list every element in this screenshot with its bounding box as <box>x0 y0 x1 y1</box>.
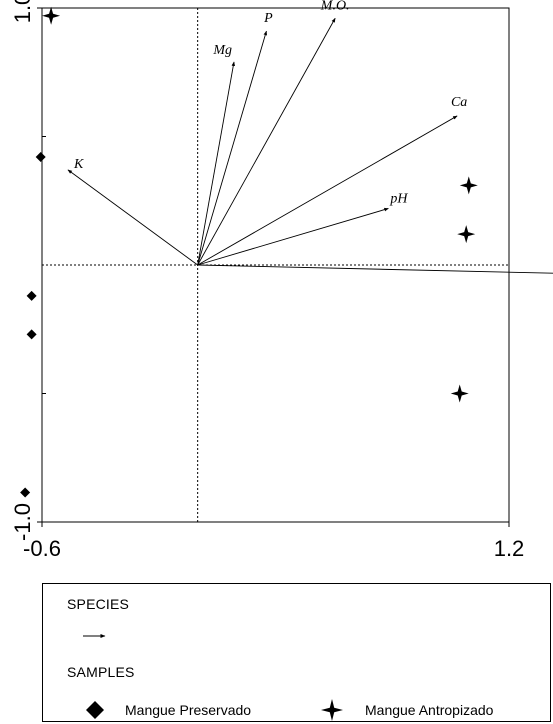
sample-point-preservado <box>26 290 37 301</box>
species-arrow-ca <box>197 115 458 266</box>
sample-point-antropizado <box>459 176 478 195</box>
species-label-ca: Ca <box>451 95 467 110</box>
x-tick-label: -0.6 <box>23 536 61 560</box>
species-label-p: P <box>263 11 273 26</box>
species-arrow-k <box>67 169 198 266</box>
sample-point-antropizado <box>450 384 469 403</box>
sample-point-antropizado <box>457 225 476 244</box>
legend-diamond-icon <box>86 701 104 719</box>
species-arrow-mg <box>197 61 236 266</box>
legend-samples-title: SAMPLES <box>67 664 135 680</box>
species-arrow-ph <box>197 207 389 266</box>
legend-label-antropizado: Mangue Antropizado <box>365 702 494 718</box>
species-arrow-mo <box>197 17 336 266</box>
x-tick-label: 1.2 <box>494 536 525 560</box>
species-label-ph: pH <box>389 191 408 206</box>
legend-box: SPECIES SAMPLES Mangue Preservado Mangue… <box>42 583 551 722</box>
species-label-mg: Mg <box>212 43 232 58</box>
species-label-k: K <box>73 157 84 172</box>
species-arrow-s <box>197 264 553 274</box>
species-label-mo: M.O. <box>320 0 350 13</box>
y-tick-label: -1.0 <box>10 503 35 541</box>
sample-point-preservado <box>20 487 31 498</box>
legend-species-title: SPECIES <box>67 596 130 612</box>
species-arrow-p <box>197 30 268 266</box>
legend-species-arrow-icon <box>83 634 106 638</box>
sample-point-preservado <box>35 152 46 163</box>
y-tick-label: 1.0 <box>10 0 35 23</box>
legend-star-icon <box>321 699 343 721</box>
sample-point-antropizado <box>42 6 61 25</box>
legend-label-preservado: Mangue Preservado <box>125 702 252 718</box>
sample-point-preservado <box>26 329 37 340</box>
